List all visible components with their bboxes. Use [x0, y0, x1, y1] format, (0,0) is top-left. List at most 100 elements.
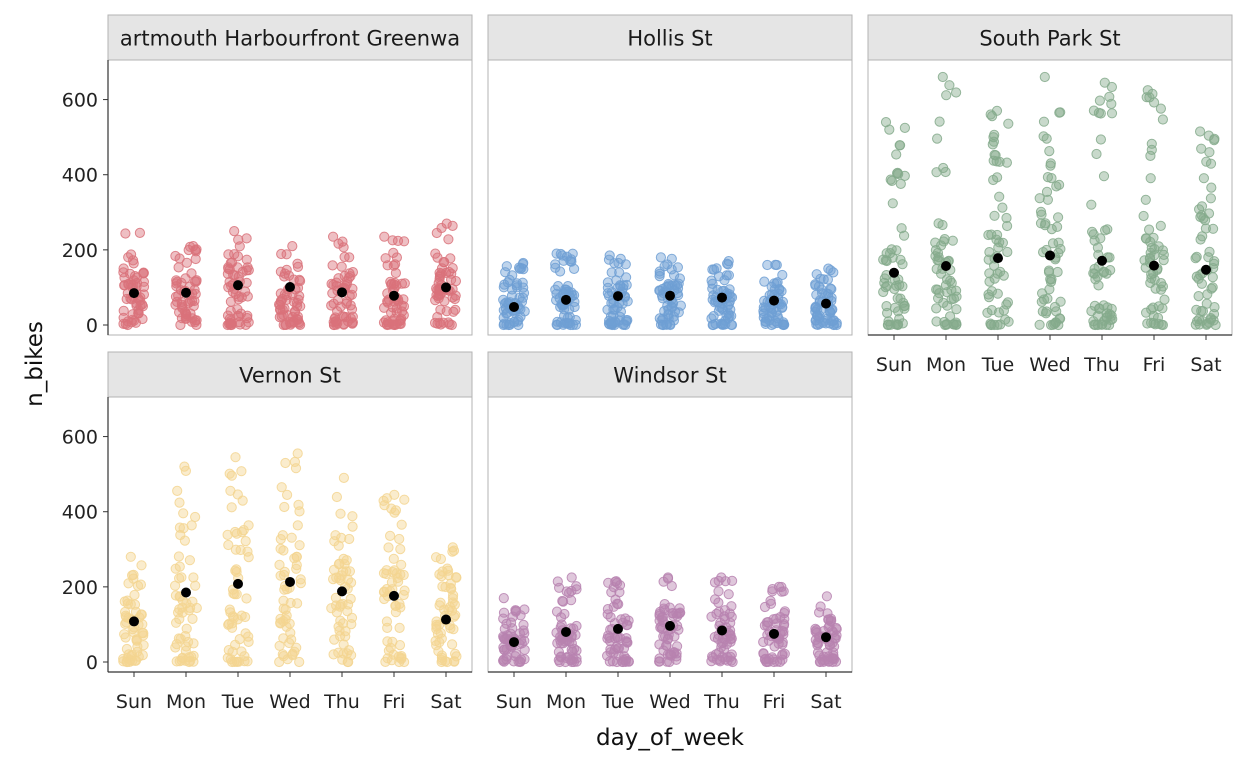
data-point: [1106, 81, 1118, 93]
data-point: [292, 448, 303, 459]
data-point: [759, 620, 771, 631]
data-point: [567, 248, 578, 259]
data-point: [137, 299, 148, 310]
data-point: [289, 646, 300, 657]
data-point: [118, 656, 129, 667]
x-tick-label: Fri: [1143, 354, 1166, 376]
data-point: [345, 593, 356, 605]
data-point: [1086, 199, 1097, 210]
facet-panel: Windsor St Sun Mon Tue Wed Thu Fri Sat: [487, 351, 853, 713]
data-point: [1144, 224, 1155, 235]
data-point: [287, 311, 298, 323]
data-point: [391, 307, 402, 318]
data-point: [758, 302, 769, 313]
data-point: [188, 638, 199, 649]
data-point: [942, 300, 953, 311]
data-point: [286, 634, 297, 645]
data-point: [347, 521, 358, 532]
data-point: [988, 132, 999, 143]
data-point: [777, 649, 788, 660]
data-point: [556, 619, 567, 630]
data-point: [881, 301, 892, 312]
data-point: [133, 304, 144, 316]
data-point: [386, 577, 397, 588]
x-tick-label: Thu: [323, 691, 360, 713]
data-point: [810, 626, 821, 637]
mean-point: [613, 623, 623, 634]
data-point: [338, 618, 349, 629]
data-point: [395, 569, 406, 580]
data-point: [1041, 133, 1052, 144]
data-point: [230, 452, 241, 463]
data-point: [227, 622, 238, 633]
data-point: [172, 485, 183, 496]
data-point: [811, 289, 822, 300]
data-point: [611, 641, 622, 653]
data-point: [776, 286, 787, 297]
data-point: [447, 593, 458, 604]
data-point: [123, 278, 134, 289]
data-point: [1000, 314, 1011, 325]
data-point: [1146, 144, 1157, 155]
mean-point: [1097, 255, 1107, 266]
data-point: [1042, 293, 1053, 304]
data-point: [435, 319, 446, 330]
data-point: [829, 641, 840, 652]
data-point: [831, 622, 842, 634]
data-point: [180, 465, 191, 476]
data-point: [937, 71, 948, 83]
data-point: [1037, 288, 1048, 299]
mean-point: [337, 287, 347, 298]
data-point: [1054, 179, 1065, 190]
mean-point: [389, 590, 399, 601]
data-point: [342, 606, 353, 617]
data-point: [569, 301, 580, 313]
data-point: [396, 519, 407, 530]
data-point: [398, 569, 409, 581]
data-point: [614, 587, 625, 598]
data-point: [448, 545, 460, 556]
data-point: [275, 613, 286, 624]
data-point: [334, 573, 345, 584]
facet-panel: Hollis St: [487, 14, 853, 336]
mean-point: [561, 626, 571, 637]
data-point: [661, 282, 672, 293]
data-point: [1201, 298, 1212, 309]
facet-panel: South Park St Sun Mon Tue Wed Thu Fri Sat: [867, 14, 1233, 376]
data-point: [386, 307, 397, 318]
data-point: [137, 313, 148, 325]
data-point: [293, 499, 304, 510]
data-point: [498, 654, 509, 665]
data-point: [619, 651, 630, 662]
data-point: [181, 257, 192, 268]
data-point: [706, 656, 717, 667]
data-point: [388, 553, 399, 564]
data-point: [340, 626, 351, 637]
data-point: [229, 226, 240, 237]
data-point: [381, 493, 392, 504]
data-point: [622, 619, 633, 631]
data-point: [280, 614, 291, 625]
data-point: [570, 319, 582, 330]
data-point: [515, 610, 526, 621]
data-point: [712, 284, 723, 295]
x-tick-label: Mon: [166, 691, 206, 713]
data-point: [1046, 274, 1057, 285]
data-point: [1205, 158, 1217, 169]
data-point: [723, 589, 734, 600]
data-point: [1203, 130, 1214, 141]
data-point: [814, 607, 825, 618]
data-point: [120, 228, 131, 239]
data-point: [380, 656, 391, 668]
x-tick-label: Thu: [703, 691, 740, 713]
x-tick-label: Wed: [1029, 354, 1070, 376]
data-point: [710, 594, 721, 605]
mean-point: [821, 632, 831, 643]
data-point: [985, 318, 996, 329]
data-point: [1038, 116, 1050, 127]
data-point: [342, 648, 353, 659]
data-point: [381, 565, 392, 576]
data-point: [174, 613, 185, 625]
data-point: [287, 241, 298, 252]
data-point: [617, 656, 628, 668]
